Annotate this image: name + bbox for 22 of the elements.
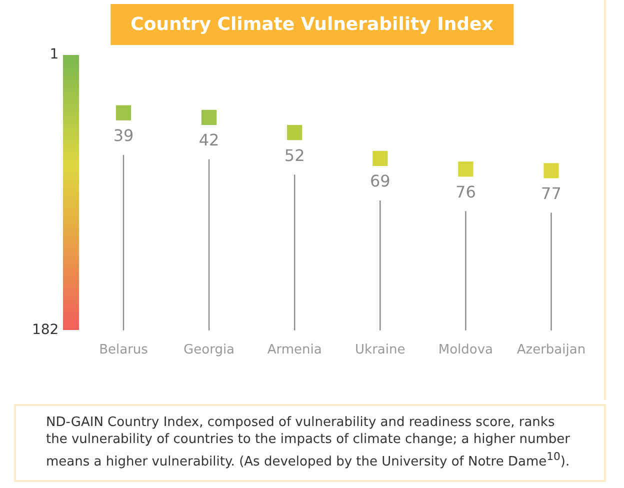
point: [201, 110, 217, 125]
y-tick-label: 182: [32, 322, 59, 338]
point: [458, 162, 474, 177]
text: ND-GAIN Country Index, composed of vulnerability and readiness score, ranks the vulnerability of countries to the impacts of climate change; a higher number means a higher vulnerability. (As developed by the University of Notre Dame$^{10}$).: [14, 404, 606, 482]
x-tick-label: Belarus: [99, 342, 148, 358]
data-label: 69: [370, 172, 390, 191]
point: [116, 105, 132, 120]
point: [544, 163, 559, 178]
y-tick-label: 1: [50, 46, 59, 63]
data-label: 39: [113, 126, 134, 145]
x-tick-label: Azerbaijan: [516, 342, 586, 358]
x-tick-label: Armenia: [267, 342, 322, 358]
x-tick-label: Moldova: [438, 342, 494, 358]
x-tick-label: Ukraine: [355, 342, 406, 358]
point: [287, 125, 302, 140]
data-label: 77: [541, 184, 562, 203]
data-label: 76: [456, 182, 476, 202]
point: [372, 150, 388, 166]
data-label: 42: [198, 130, 220, 150]
data-label: 52: [284, 146, 305, 165]
chart-title: Country Climate Vulnerability Index: [110, 4, 514, 45]
x-tick-label: Georgia: [184, 342, 235, 358]
